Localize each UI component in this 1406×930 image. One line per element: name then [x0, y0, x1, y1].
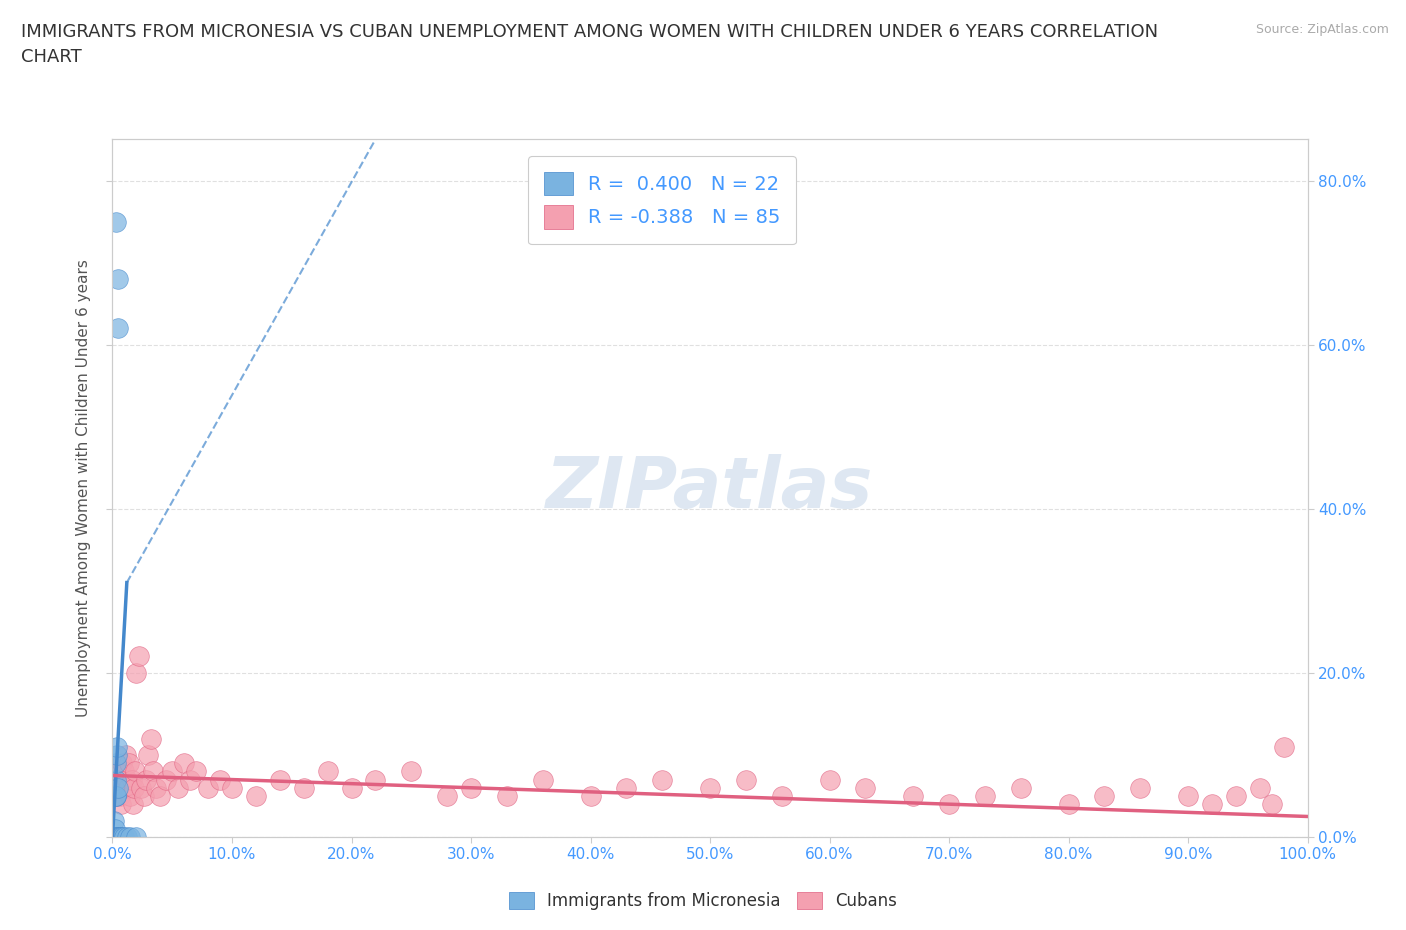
- Point: [105, 780, 128, 795]
- Point: [105, 830, 128, 844]
- Point: [104, 789, 127, 804]
- Point: [974, 789, 997, 804]
- Point: [1129, 780, 1152, 795]
- Point: [107, 764, 129, 778]
- Point: [105, 739, 128, 754]
- Point: [120, 830, 142, 844]
- Point: [111, 830, 134, 844]
- Point: [1249, 780, 1271, 795]
- Point: [735, 772, 758, 787]
- Point: [111, 756, 134, 771]
- Point: [245, 789, 267, 804]
- Point: [292, 780, 315, 795]
- Point: [269, 772, 291, 787]
- Point: [938, 797, 960, 812]
- Point: [124, 764, 146, 778]
- Point: [129, 780, 152, 795]
- Point: [173, 756, 195, 771]
- Legend: R =  0.400   N = 22, R = -0.388   N = 85: R = 0.400 N = 22, R = -0.388 N = 85: [529, 156, 796, 245]
- Point: [616, 780, 638, 795]
- Point: [135, 772, 157, 787]
- Point: [105, 756, 128, 771]
- Y-axis label: Unemployment Among Women with Children Under 6 years: Unemployment Among Women with Children U…: [76, 259, 91, 717]
- Point: [132, 789, 155, 804]
- Point: [401, 764, 423, 778]
- Point: [125, 830, 148, 844]
- Point: [149, 789, 172, 804]
- Point: [138, 748, 160, 763]
- Point: [209, 772, 232, 787]
- Point: [1177, 789, 1199, 804]
- Point: [105, 789, 128, 804]
- Point: [104, 830, 127, 844]
- Point: [579, 789, 602, 804]
- Point: [117, 780, 139, 795]
- Point: [531, 772, 554, 787]
- Point: [1225, 789, 1247, 804]
- Point: [120, 789, 142, 804]
- Point: [651, 772, 673, 787]
- Point: [179, 772, 201, 787]
- Point: [855, 780, 877, 795]
- Point: [108, 830, 131, 844]
- Point: [155, 772, 177, 787]
- Text: Source: ZipAtlas.com: Source: ZipAtlas.com: [1256, 23, 1389, 36]
- Point: [105, 789, 128, 804]
- Point: [114, 830, 135, 844]
- Point: [107, 830, 129, 844]
- Point: [1094, 789, 1116, 804]
- Point: [436, 789, 458, 804]
- Point: [460, 780, 482, 795]
- Point: [115, 772, 138, 787]
- Point: [105, 772, 128, 787]
- Point: [108, 789, 131, 804]
- Point: [110, 797, 132, 812]
- Point: [340, 780, 363, 795]
- Point: [104, 830, 127, 844]
- Point: [903, 789, 925, 804]
- Point: [122, 780, 145, 795]
- Point: [139, 731, 162, 746]
- Point: [107, 272, 129, 286]
- Point: [105, 214, 128, 229]
- Point: [105, 772, 128, 787]
- Point: [115, 830, 138, 844]
- Point: [121, 797, 143, 812]
- Text: IMMIGRANTS FROM MICRONESIA VS CUBAN UNEMPLOYMENT AMONG WOMEN WITH CHILDREN UNDER: IMMIGRANTS FROM MICRONESIA VS CUBAN UNEM…: [21, 23, 1159, 66]
- Point: [1057, 797, 1080, 812]
- Point: [162, 764, 183, 778]
- Point: [105, 748, 128, 763]
- Point: [818, 772, 841, 787]
- Point: [167, 780, 190, 795]
- Point: [1201, 797, 1223, 812]
- Point: [197, 780, 219, 795]
- Point: [1261, 797, 1284, 812]
- Point: [108, 830, 131, 844]
- Point: [107, 780, 129, 795]
- Point: [103, 830, 125, 844]
- Point: [142, 764, 165, 778]
- Point: [1272, 739, 1295, 754]
- Legend: Immigrants from Micronesia, Cubans: Immigrants from Micronesia, Cubans: [502, 885, 904, 917]
- Point: [112, 780, 135, 795]
- Point: [107, 321, 129, 336]
- Point: [496, 789, 519, 804]
- Point: [145, 780, 167, 795]
- Point: [114, 748, 136, 763]
- Point: [128, 649, 150, 664]
- Point: [121, 772, 143, 787]
- Point: [364, 772, 387, 787]
- Point: [699, 780, 721, 795]
- Point: [316, 764, 339, 778]
- Point: [104, 821, 127, 836]
- Point: [770, 789, 793, 804]
- Point: [186, 764, 208, 778]
- Point: [118, 756, 141, 771]
- Point: [125, 666, 148, 681]
- Point: [221, 780, 243, 795]
- Point: [103, 813, 125, 828]
- Point: [114, 764, 135, 778]
- Text: ZIPatlas: ZIPatlas: [547, 454, 873, 523]
- Point: [1010, 780, 1032, 795]
